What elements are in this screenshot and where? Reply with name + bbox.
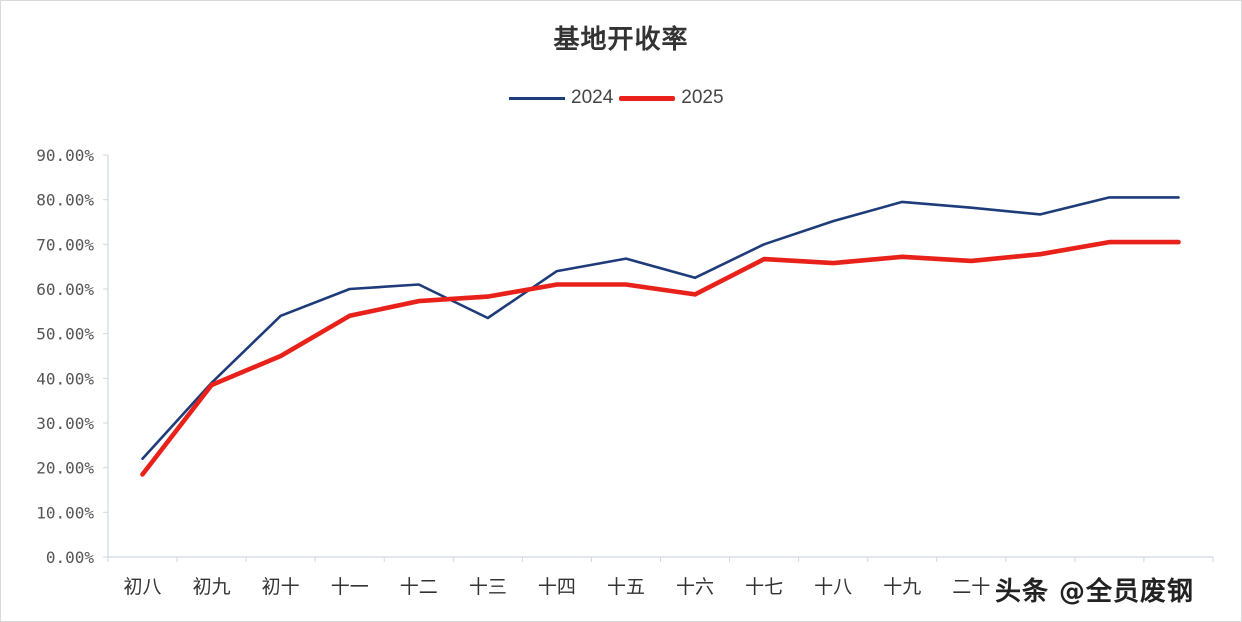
x-tick-label: 十四 xyxy=(538,576,576,598)
y-tick-label: 60.00% xyxy=(36,280,94,299)
legend-item-2025: 2025 xyxy=(619,87,724,109)
y-tick-label: 80.00% xyxy=(36,191,94,210)
y-tick-label: 40.00% xyxy=(36,369,94,388)
y-tick-label: 50.00% xyxy=(36,325,94,344)
legend-item-2024: 2024 xyxy=(509,87,613,109)
x-tick-label: 二十 xyxy=(952,576,990,598)
x-tick-label: 十八 xyxy=(814,576,852,598)
x-tick-label: 初八 xyxy=(124,576,162,598)
y-tick-label: 10.00% xyxy=(36,503,94,522)
x-tick-label: 初十 xyxy=(262,576,300,598)
watermark: 头条 @全员废钢 xyxy=(995,577,1195,607)
legend-swatch-2024 xyxy=(509,96,565,100)
x-tick-label: 十五 xyxy=(607,576,645,598)
y-tick-label: 30.00% xyxy=(36,414,94,433)
x-tick-label: 十一 xyxy=(331,576,369,598)
series-line-2024 xyxy=(141,196,1180,461)
y-tick-label: 70.00% xyxy=(36,235,94,254)
y-tick-label: 90.00% xyxy=(36,146,94,165)
series-line-2025 xyxy=(140,239,1181,477)
x-tick-label: 十七 xyxy=(745,576,783,598)
x-tick-label: 十九 xyxy=(883,576,921,598)
chart-title: 基地开收率 xyxy=(553,25,689,55)
legend-label-2024: 2024 xyxy=(571,87,614,108)
x-tick-label: 初九 xyxy=(193,576,231,598)
legend-label-2025: 2025 xyxy=(681,87,724,108)
y-tick-label: 20.00% xyxy=(36,459,94,478)
y-tick-label: 0.00% xyxy=(46,548,95,567)
x-tick-label: 十二 xyxy=(400,576,438,598)
legend-swatch-2025 xyxy=(619,95,676,101)
x-tick-label: 十三 xyxy=(469,576,507,598)
x-tick-label: 十六 xyxy=(676,576,714,598)
chart-legend: 2024 2025 xyxy=(509,87,730,109)
